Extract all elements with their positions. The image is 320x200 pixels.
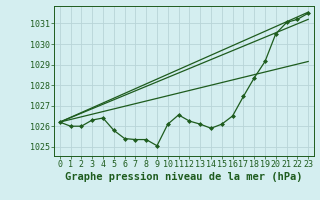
X-axis label: Graphe pression niveau de la mer (hPa): Graphe pression niveau de la mer (hPa) — [65, 172, 303, 182]
